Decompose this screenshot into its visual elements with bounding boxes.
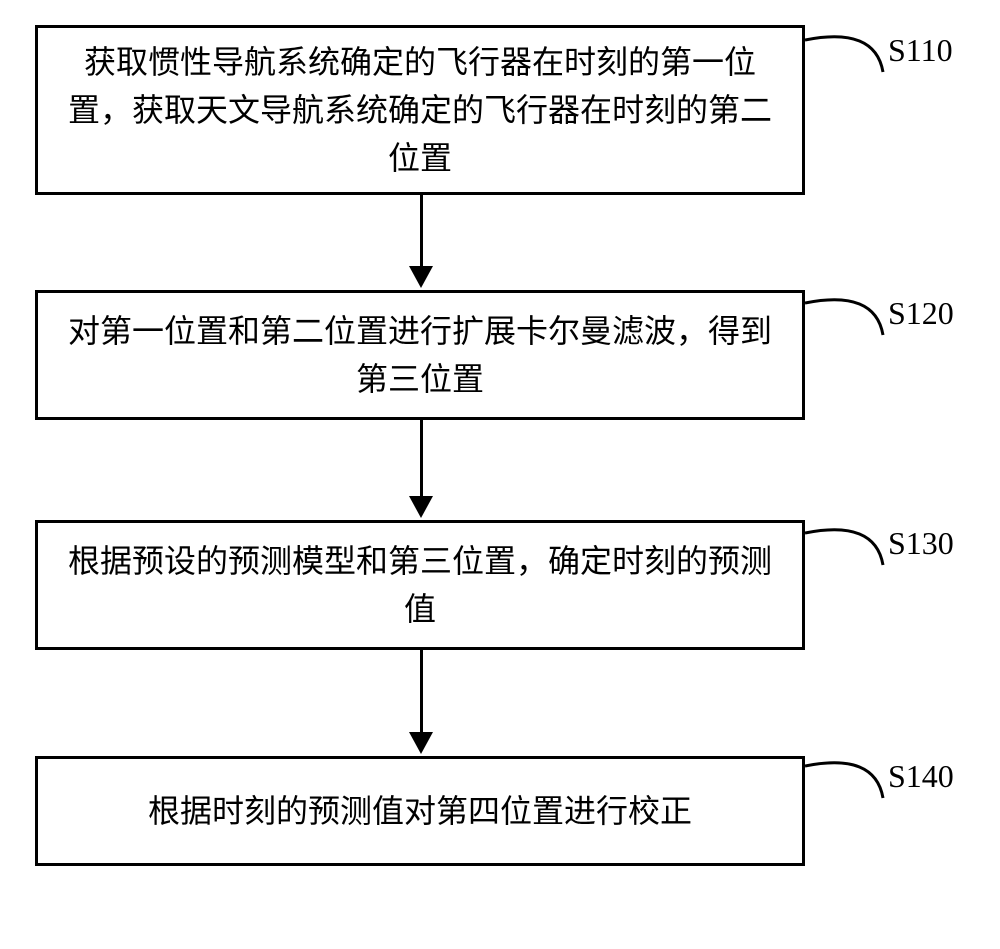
connector-s120 bbox=[805, 293, 890, 343]
step-text-s130: 根据预设的预测模型和第三位置，确定时刻的预测值 bbox=[58, 537, 782, 633]
connector-s110 bbox=[805, 30, 890, 80]
arrow-line-2 bbox=[420, 420, 423, 498]
arrow-line-3 bbox=[420, 650, 423, 734]
arrow-head-3 bbox=[409, 732, 433, 754]
connector-s130 bbox=[805, 523, 890, 573]
arrow-head-1 bbox=[409, 266, 433, 288]
label-s140: S140 bbox=[888, 758, 954, 795]
label-s110: S110 bbox=[888, 32, 953, 69]
step-box-s130: 根据预设的预测模型和第三位置，确定时刻的预测值 bbox=[35, 520, 805, 650]
arrow-head-2 bbox=[409, 496, 433, 518]
label-s130: S130 bbox=[888, 525, 954, 562]
arrow-line-1 bbox=[420, 195, 423, 268]
step-box-s120: 对第一位置和第二位置进行扩展卡尔曼滤波，得到第三位置 bbox=[35, 290, 805, 420]
step-box-s110: 获取惯性导航系统确定的飞行器在时刻的第一位置，获取天文导航系统确定的飞行器在时刻… bbox=[35, 25, 805, 195]
label-s120: S120 bbox=[888, 295, 954, 332]
step-text-s120: 对第一位置和第二位置进行扩展卡尔曼滤波，得到第三位置 bbox=[58, 307, 782, 403]
step-text-s110: 获取惯性导航系统确定的飞行器在时刻的第一位置，获取天文导航系统确定的飞行器在时刻… bbox=[58, 38, 782, 182]
flowchart-container: 获取惯性导航系统确定的飞行器在时刻的第一位置，获取天文导航系统确定的飞行器在时刻… bbox=[0, 0, 1000, 949]
step-text-s140: 根据时刻的预测值对第四位置进行校正 bbox=[148, 787, 692, 835]
connector-s140 bbox=[805, 756, 890, 806]
step-box-s140: 根据时刻的预测值对第四位置进行校正 bbox=[35, 756, 805, 866]
